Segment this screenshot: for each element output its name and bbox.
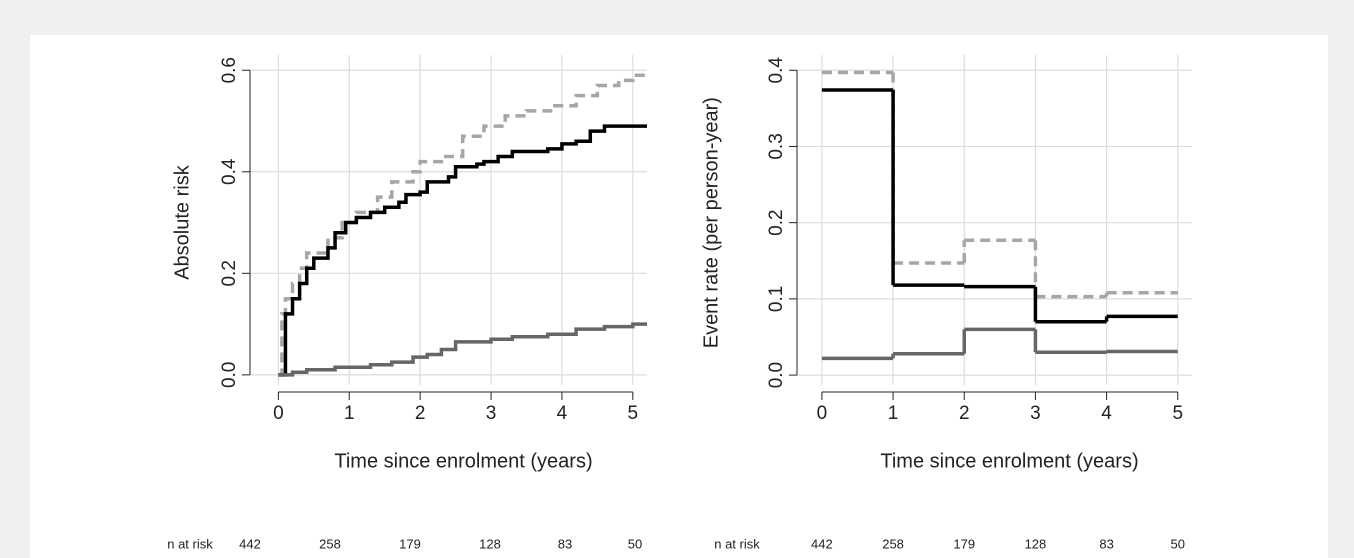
risk-count: 179 [953,536,975,551]
risk-count: 179 [399,536,421,551]
y-tick-label: 0.1 [766,286,787,312]
risk-count: 258 [319,536,341,551]
x-tick-label: 0 [273,403,284,424]
risk-count: 258 [882,536,904,551]
risk-count: 128 [1025,536,1047,551]
x-axis-title: Time since enrolment (years) [334,450,592,472]
risk-table-label: n at risk [714,536,760,551]
y-tick-label: 0.2 [219,260,240,286]
x-tick-label: 5 [1172,403,1183,424]
x-tick-label: 4 [557,403,568,424]
y-tick-label: 0.4 [219,158,240,185]
x-tick-label: 0 [817,403,828,424]
x-axis-title: Time since enrolment (years) [880,450,1138,472]
risk-count: 50 [628,536,642,551]
risk-count: 50 [1171,536,1185,551]
risk-count: 442 [239,536,261,551]
x-tick-label: 3 [486,403,497,424]
x-tick-label: 5 [628,403,639,424]
risk-table-label: n at risk [167,536,213,551]
risk-curve [278,322,647,377]
y-axis-title: Absolute risk [171,164,193,279]
panel [30,35,1328,558]
x-tick-label: 1 [888,403,899,424]
y-tick-label: 0.2 [766,209,787,235]
x-tick-label: 2 [415,403,426,424]
risk-curve [278,124,647,377]
x-tick-label: 3 [1030,403,1041,424]
y-tick-label: 0.3 [766,133,787,159]
risk-count: 83 [1099,536,1113,551]
risk-count: 442 [811,536,833,551]
x-tick-label: 2 [959,403,970,424]
risk-curve [278,73,647,377]
y-tick-label: 0.0 [219,362,240,388]
x-tick-label: 4 [1101,403,1112,424]
y-axis-title: Event rate (per person-year) [700,97,722,348]
x-tick-label: 1 [344,403,355,424]
y-tick-label: 0.4 [766,57,787,84]
y-tick-label: 0.0 [766,362,787,388]
y-tick-label: 0.6 [219,57,240,83]
risk-count: 83 [558,536,572,551]
risk-count: 128 [479,536,501,551]
